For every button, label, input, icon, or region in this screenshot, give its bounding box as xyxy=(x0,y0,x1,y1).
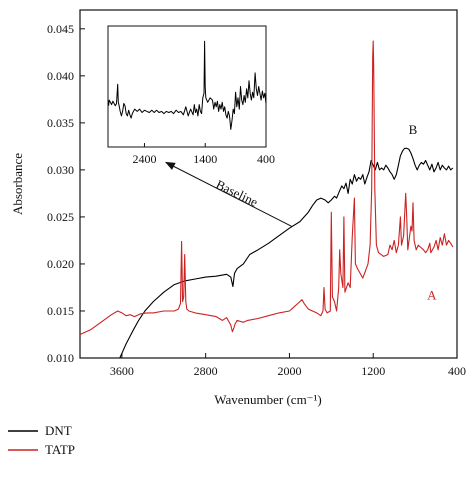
series-line-dnt xyxy=(119,147,454,359)
x-tick-label: 3600 xyxy=(110,364,134,378)
annotation-group: B A Baseline xyxy=(164,122,437,303)
y-tick-label: 0.015 xyxy=(47,304,74,318)
y-tick-label: 0.025 xyxy=(47,210,74,224)
inset-x-axis: 2400 1400 400 xyxy=(132,143,275,166)
y-axis-label: Absorbance xyxy=(10,153,25,215)
inset-x-tick-label: 1400 xyxy=(193,152,217,166)
inset-frame xyxy=(107,25,267,148)
legend: DNT TATP xyxy=(8,423,75,457)
annotation-b: B xyxy=(409,122,418,137)
x-axis: 3600 2800 2000 1200 400 xyxy=(110,353,466,378)
x-tick-label: 2000 xyxy=(277,364,301,378)
x-tick-label: 1200 xyxy=(361,364,385,378)
y-tick-label: 0.040 xyxy=(47,69,74,83)
plot-frame xyxy=(79,9,458,359)
x-axis-label: Wavenumber (cm⁻¹) xyxy=(214,392,322,407)
legend-label-dnt: DNT xyxy=(45,423,72,438)
inset-x-tick-label: 400 xyxy=(257,152,275,166)
annotation-baseline: Baseline xyxy=(214,177,261,210)
y-axis: 0.010 0.015 0.020 0.025 0.030 0.035 0.040 0.045 xyxy=(47,22,85,365)
y-tick-label: 0.045 xyxy=(47,22,74,36)
inset-x-tick-label: 2400 xyxy=(132,152,156,166)
main-series-group xyxy=(79,40,454,359)
x-tick-label: 2800 xyxy=(194,364,218,378)
legend-label-tatp: TATP xyxy=(45,442,75,457)
series-line-tatp xyxy=(79,40,454,336)
inset-series-line xyxy=(108,40,267,130)
y-tick-label: 0.035 xyxy=(47,116,74,130)
inset-series-group xyxy=(108,40,267,130)
y-tick-label: 0.030 xyxy=(47,163,74,177)
baseline-arrow xyxy=(164,161,292,227)
x-tick-label: 400 xyxy=(448,364,466,378)
y-tick-label: 0.020 xyxy=(47,257,74,271)
y-tick-label: 0.010 xyxy=(47,351,74,365)
annotation-a: A xyxy=(427,288,437,303)
